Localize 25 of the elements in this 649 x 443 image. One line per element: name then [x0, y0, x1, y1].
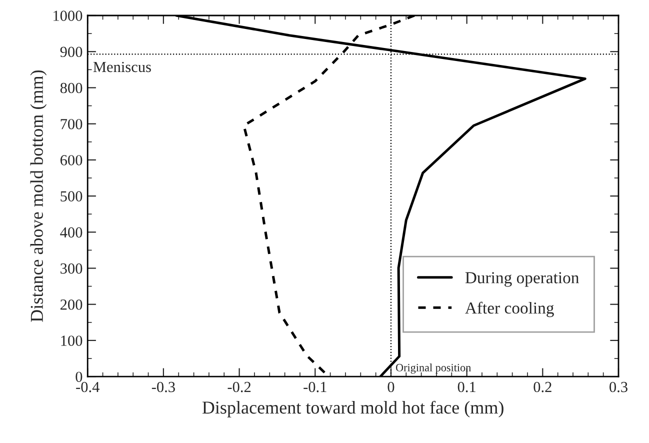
y-tick-label: 800 — [60, 82, 82, 94]
x-tick-label: 0.1 — [458, 382, 476, 392]
y-tick-label: 0 — [76, 372, 82, 382]
x-tick-label: -0.1 — [304, 382, 326, 392]
y-tick-label: 1000 — [54, 10, 82, 21]
x-tick-label: 0.3 — [610, 382, 628, 392]
ref-line-label: Original position — [396, 364, 471, 374]
y-tick-label: 700 — [60, 118, 82, 130]
x-tick-label: 0.2 — [534, 382, 552, 392]
x-tick-label: 0 — [388, 382, 394, 392]
y-tick-label: 100 — [61, 336, 82, 346]
legend-label: After cooling — [465, 302, 554, 318]
x-tick-label: -0.3 — [152, 382, 175, 392]
x-tick-label: -0.2 — [228, 382, 251, 392]
y-tick-label: 900 — [60, 46, 82, 58]
y-tick-label: 500 — [60, 191, 82, 202]
y-axis-title: Distance above mold bottom (mm) — [30, 70, 47, 322]
x-axis-title: Displacement toward mold hot face (mm) — [202, 400, 504, 418]
y-tick-label: 200 — [60, 299, 82, 310]
ref-line-label: Meniscus — [93, 62, 151, 72]
y-tick-label: 600 — [60, 155, 82, 166]
legend-label: During operation — [465, 272, 579, 287]
x-tick-label: -0.4 — [76, 382, 100, 392]
y-tick-label: 400 — [60, 227, 82, 238]
y-tick-label: 300 — [60, 263, 82, 274]
